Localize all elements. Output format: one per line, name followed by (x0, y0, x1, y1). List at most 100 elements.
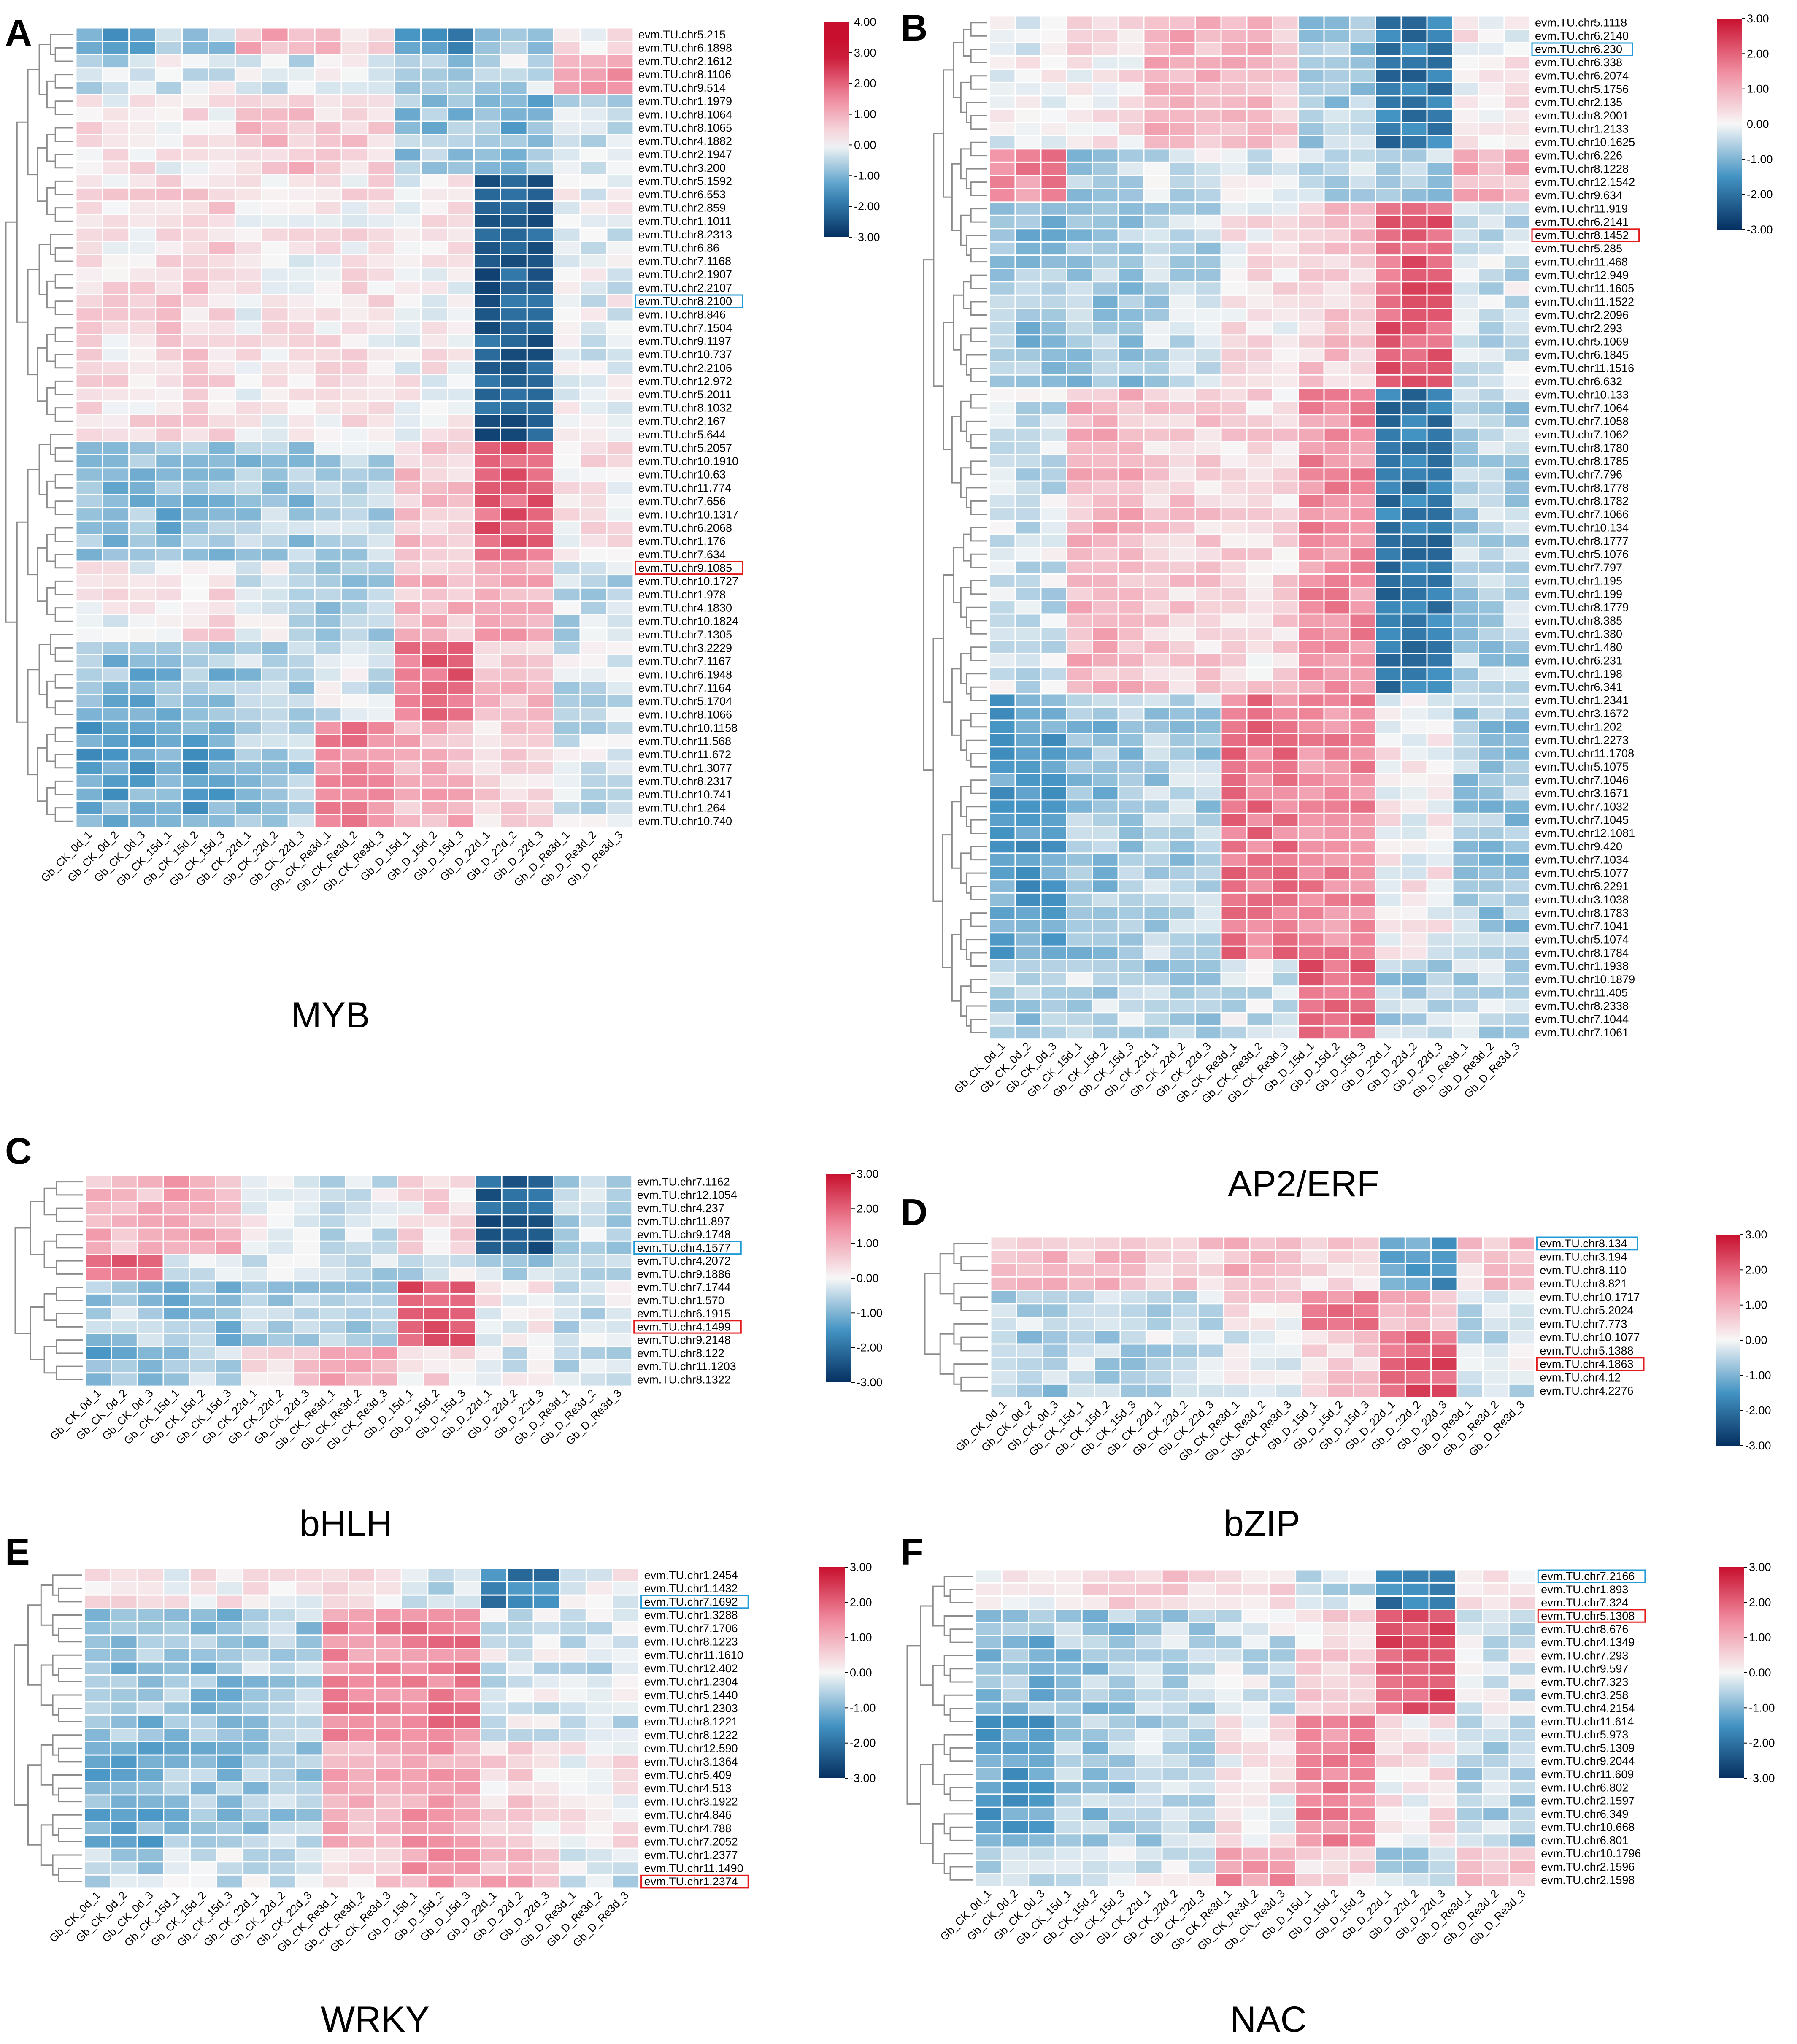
heatmap-cell (1349, 892, 1376, 907)
gene-label: evm.TU.chr7.1061 (1535, 1026, 1629, 1039)
heatmap-cell (1353, 1263, 1380, 1278)
heatmap-cell (1478, 201, 1505, 216)
heatmap-cell (1215, 1714, 1243, 1729)
heatmap-cell (1452, 879, 1479, 894)
heatmap-cell (526, 467, 554, 482)
heatmap-cell (1404, 1330, 1432, 1345)
heatmap-cell (1092, 135, 1119, 150)
heatmap-cell (1375, 214, 1402, 230)
heatmap-cell (473, 587, 501, 602)
heatmap-cell (110, 1874, 138, 1889)
gene-label: evm.TU.chr7.1032 (1535, 800, 1629, 813)
heatmap-cell (1272, 281, 1299, 296)
heatmap-cell (1503, 799, 1531, 814)
gene-label: evm.TU.chr4.1863 (1540, 1358, 1633, 1371)
heatmap-cell (1301, 1290, 1328, 1305)
heatmap-cell (1066, 533, 1093, 549)
heatmap-cell (1220, 55, 1248, 70)
gene-label: evm.TU.chr10.1077 (1540, 1331, 1640, 1344)
heatmap-cell (1220, 454, 1248, 469)
heatmap-cell (1503, 135, 1531, 150)
heatmap-cell (1016, 1317, 1043, 1331)
heatmap-cell (1268, 1688, 1297, 1703)
heatmap-cell (532, 1687, 561, 1703)
heatmap-cell (1297, 627, 1325, 641)
heatmap-cell (314, 467, 342, 482)
heatmap-cell (1452, 400, 1479, 416)
heatmap-cell (1301, 1357, 1328, 1372)
heatmap-cell (1349, 135, 1376, 150)
heatmap-cell (136, 1319, 164, 1334)
heatmap-cell (526, 160, 554, 176)
heatmap-cell (1194, 122, 1222, 136)
heatmap-cell (261, 387, 289, 402)
heatmap-cell (348, 1794, 376, 1809)
heatmap-cell (234, 587, 262, 602)
heatmap-cell (367, 174, 395, 189)
heatmap-cell (1375, 972, 1402, 987)
heatmap-cell (606, 214, 634, 229)
heatmap-cell (423, 1333, 451, 1347)
gene-label: evm.TU.chr7.1305 (638, 628, 732, 641)
heatmap-cell (1117, 228, 1145, 243)
heatmap-cell (1108, 1674, 1136, 1690)
heatmap-cell (268, 1568, 297, 1583)
heatmap-cell (287, 454, 316, 469)
heatmap-cell (314, 747, 342, 762)
heatmap-cell (1426, 865, 1454, 881)
heatmap-cell (1402, 1648, 1430, 1663)
heatmap-cell (267, 1240, 295, 1255)
heatmap-cell (1268, 1648, 1297, 1663)
heatmap-cell (348, 1687, 376, 1703)
heatmap-cell (612, 1581, 640, 1596)
heatmap-cell (189, 1594, 217, 1609)
heatmap-cell (1246, 281, 1273, 296)
heatmap-cell (989, 15, 1016, 30)
heatmap-cell (261, 800, 289, 815)
gene-label: evm.TU.chr5.285 (1535, 242, 1622, 255)
heatmap-cell (242, 1661, 270, 1676)
heatmap-cell (348, 1648, 376, 1663)
heatmap-cell (287, 480, 316, 495)
heatmap-cell (136, 1333, 164, 1347)
heatmap-cell (1272, 135, 1299, 150)
heatmap-cell (1426, 573, 1454, 588)
heatmap-cell (340, 694, 369, 709)
heatmap-cell (1456, 1303, 1484, 1318)
heatmap-cell (287, 641, 316, 655)
heatmap-cell (427, 1648, 455, 1663)
heatmap-cell (1220, 945, 1248, 960)
heatmap-cell (1014, 454, 1042, 469)
heatmap-cell (1040, 467, 1067, 482)
heatmap-cell (1455, 1648, 1484, 1663)
heatmap-cell (1508, 1383, 1535, 1398)
heatmap-cell (84, 1319, 112, 1334)
heatmap-cell (155, 494, 183, 509)
heatmap-cell (215, 1240, 242, 1255)
heatmap-cell (1272, 932, 1299, 947)
heatmap-cell (268, 1648, 297, 1663)
heatmap-cell (136, 1674, 165, 1689)
heatmap-cell (321, 1621, 349, 1636)
gene-label: evm.TU.chr2.293 (1535, 322, 1622, 335)
heatmap-cell (1430, 1330, 1458, 1345)
heatmap-cell (1246, 29, 1273, 43)
heatmap-cell (1400, 95, 1428, 110)
heatmap-cell (1297, 214, 1325, 230)
heatmap-cell (1135, 1622, 1163, 1636)
heatmap-cell (208, 427, 236, 442)
legend-tick-label: 3.00 (857, 1168, 879, 1180)
heatmap-cell (579, 1267, 607, 1282)
heatmap-cell (1268, 1741, 1297, 1755)
heatmap-cell (261, 574, 289, 589)
heatmap-cell (559, 1581, 587, 1596)
heatmap-cell (1482, 1661, 1510, 1676)
gene-label: evm.TU.chr9.1197 (638, 335, 731, 348)
heatmap-cell (1161, 1780, 1189, 1795)
heatmap-cell (394, 54, 422, 69)
heatmap-cell (500, 587, 528, 602)
heatmap-cell (293, 1346, 320, 1361)
heatmap-cell (374, 1608, 402, 1622)
heatmap-cell (473, 400, 501, 415)
row-dendrogram (5, 34, 73, 822)
